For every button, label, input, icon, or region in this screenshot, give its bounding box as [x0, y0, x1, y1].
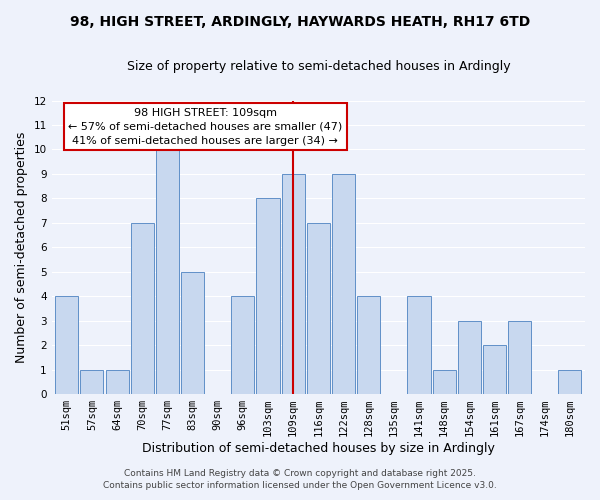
Bar [407, 296, 431, 394]
Bar [357, 296, 380, 394]
Bar [281, 174, 305, 394]
Bar [458, 320, 481, 394]
Bar [559, 370, 581, 394]
Bar [307, 223, 330, 394]
Bar [332, 174, 355, 394]
Title: Size of property relative to semi-detached houses in Ardingly: Size of property relative to semi-detach… [127, 60, 510, 73]
Bar [231, 296, 254, 394]
Bar [106, 370, 128, 394]
Bar [508, 320, 531, 394]
Bar [80, 370, 103, 394]
Bar [181, 272, 204, 394]
Bar [131, 223, 154, 394]
Bar [433, 370, 455, 394]
Y-axis label: Number of semi-detached properties: Number of semi-detached properties [15, 132, 28, 363]
Bar [483, 345, 506, 394]
Bar [55, 296, 79, 394]
Bar [156, 150, 179, 394]
X-axis label: Distribution of semi-detached houses by size in Ardingly: Distribution of semi-detached houses by … [142, 442, 495, 455]
Text: Contains HM Land Registry data © Crown copyright and database right 2025.
Contai: Contains HM Land Registry data © Crown c… [103, 469, 497, 490]
Text: 98 HIGH STREET: 109sqm
← 57% of semi-detached houses are smaller (47)
41% of sem: 98 HIGH STREET: 109sqm ← 57% of semi-det… [68, 108, 342, 146]
Bar [256, 198, 280, 394]
Text: 98, HIGH STREET, ARDINGLY, HAYWARDS HEATH, RH17 6TD: 98, HIGH STREET, ARDINGLY, HAYWARDS HEAT… [70, 15, 530, 29]
